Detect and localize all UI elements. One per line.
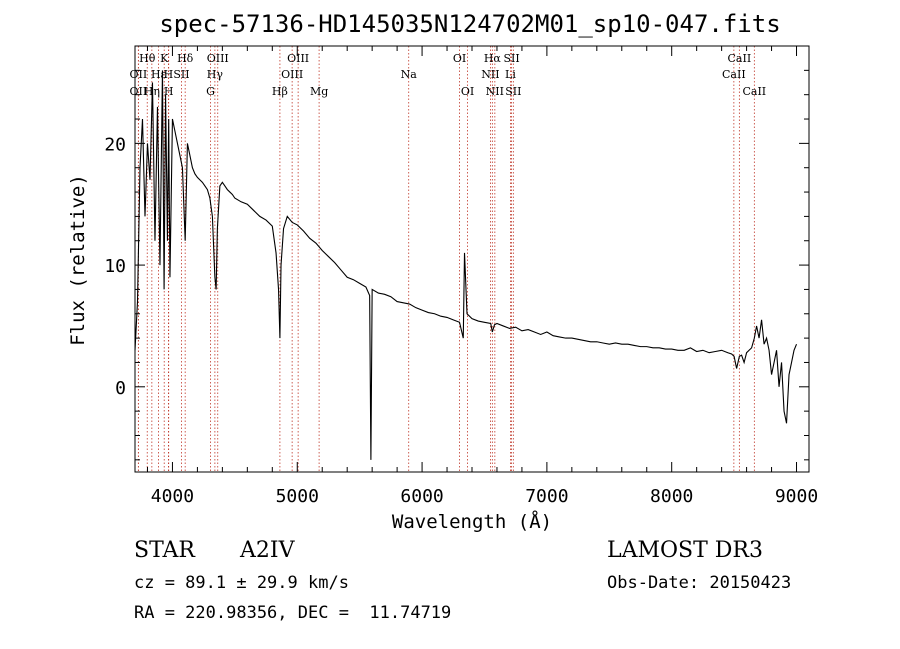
- spectral-line-label: Hγ: [207, 68, 224, 81]
- spectral-line-label: OI: [461, 85, 474, 98]
- observation-date: Obs-Date: 20150423: [607, 573, 792, 593]
- spectral-line-label: H: [164, 68, 174, 81]
- spectrum-line: [134, 70, 798, 460]
- y-tick-label: 20: [104, 134, 126, 155]
- spectral-line-label: SII: [505, 85, 521, 98]
- spectral-line-label: OIII: [207, 52, 229, 65]
- spectral-line-markers: [137, 46, 755, 472]
- spectral-line-label: OIII: [281, 68, 303, 81]
- axis-ticks: [135, 45, 809, 472]
- object-subclass: A2IV: [240, 538, 295, 563]
- redshift-cz: cz = 89.1 ± 29.9 km/s: [134, 573, 349, 593]
- spectral-line-label: Hα: [484, 52, 502, 65]
- spectral-line-label: CaII: [742, 85, 766, 98]
- spectral-line-label: Mg: [310, 85, 328, 98]
- x-tick-label: 6000: [400, 486, 443, 507]
- x-tick-labels: 4000 5000 6000 7000 8000 9000: [151, 486, 818, 507]
- spectral-line-label: OII: [130, 85, 148, 98]
- y-tick-label: 0: [115, 378, 126, 399]
- spectral-line-label: SII: [173, 68, 189, 81]
- spectral-line-label: NII: [481, 68, 499, 81]
- spectral-line-label: CaII: [728, 52, 752, 65]
- spectral-line-label: CaII: [722, 68, 746, 81]
- spectral-line-label: OII: [130, 68, 148, 81]
- spectral-line-label: SII: [503, 52, 519, 65]
- spectral-line-label: Hθ: [139, 52, 156, 65]
- spectral-line-label: G: [206, 85, 215, 98]
- spectral-line-label: NII: [486, 85, 504, 98]
- y-tick-labels: 0 10 20: [104, 134, 126, 398]
- object-class: STAR: [134, 538, 195, 563]
- survey-name: LAMOST DR3: [607, 538, 763, 563]
- spectral-line-label: Hδ: [177, 52, 194, 65]
- coordinates: RA = 220.98356, DEC = 11.74719: [134, 603, 452, 623]
- x-axis-label: Wavelength (Å): [392, 510, 552, 533]
- spectral-line-label: Na: [401, 68, 418, 81]
- x-tick-label: 7000: [525, 486, 568, 507]
- x-tick-label: 8000: [650, 486, 693, 507]
- plot-frame: [134, 45, 810, 473]
- x-tick-label: 9000: [775, 486, 818, 507]
- spectral-line-label: K: [160, 52, 169, 65]
- spectral-line-label: H: [164, 85, 174, 98]
- y-axis-label: Flux (relative): [67, 174, 89, 346]
- x-tick-label: 4000: [151, 486, 194, 507]
- spectral-line-label: OIII: [287, 52, 309, 65]
- spectral-line-label: OI: [453, 52, 466, 65]
- x-tick-label: 5000: [276, 486, 319, 507]
- chart-title: spec-57136-HD145035N124702M01_sp10-047.f…: [159, 10, 780, 38]
- y-tick-label: 10: [104, 256, 126, 277]
- spectral-line-label: Hβ: [272, 85, 288, 98]
- spectral-line-label: Li: [505, 68, 516, 81]
